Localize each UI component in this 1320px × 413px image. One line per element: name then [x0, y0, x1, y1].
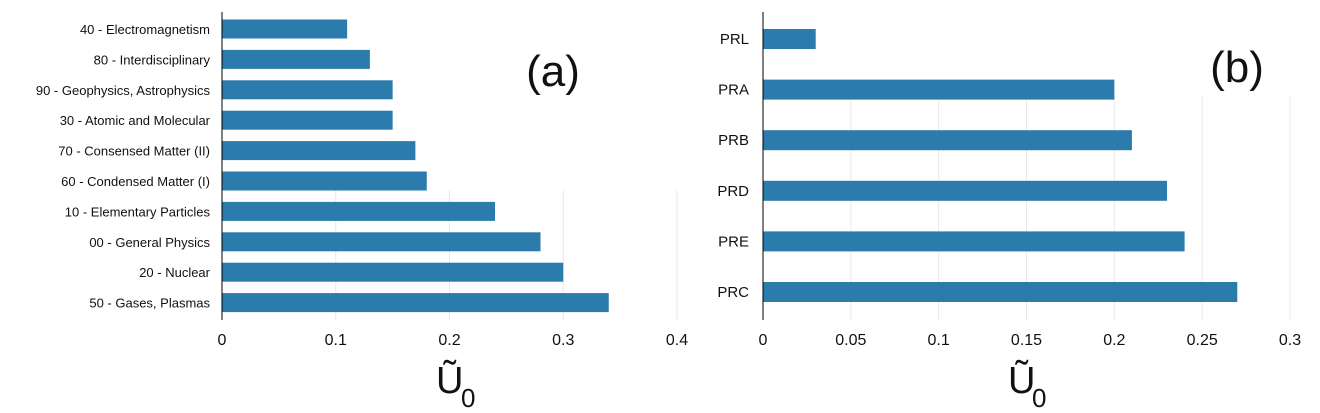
chart-panel-b: PRL PRA PRB PRD PRE PRC 0 0.05 0.1 0.15 0.2 0.25 0.3…	[717, 12, 1301, 413]
bar-a-3	[222, 110, 393, 130]
category-label-b-2: PRB	[718, 132, 749, 149]
category-label-b-4: PRE	[718, 233, 749, 250]
category-label-a-3: 30 - Atomic and Molecular	[60, 113, 211, 128]
x-tick-label-b-4: 0.2	[1103, 332, 1125, 349]
x-tick-label-a-2: 0.2	[438, 332, 460, 349]
x-axis-label-subscript-b: 0	[1032, 383, 1046, 413]
panel-label-b: (b)	[1210, 43, 1264, 92]
x-tick-label-b-6: 0.3	[1279, 332, 1301, 349]
bar-a-1	[222, 49, 370, 69]
x-axis-label-subscript-a: 0	[461, 383, 475, 413]
x-tick-label-b-0: 0	[759, 332, 768, 349]
bar-b-0	[763, 29, 816, 49]
category-label-a-4: 70 - Consensed Matter (II)	[58, 144, 210, 159]
bar-a-9	[222, 293, 609, 313]
x-tick-label-b-1: 0.05	[835, 332, 866, 349]
bar-a-2	[222, 80, 393, 100]
category-label-a-5: 60 - Condensed Matter (I)	[61, 174, 210, 189]
bar-a-8	[222, 262, 564, 282]
x-tick-label-a-1: 0.1	[325, 332, 347, 349]
category-label-b-3: PRD	[717, 183, 749, 200]
bar-b-1	[763, 79, 1115, 100]
bar-b-4	[763, 231, 1185, 252]
category-label-b-1: PRA	[718, 82, 749, 99]
x-tick-label-b-5: 0.25	[1187, 332, 1218, 349]
bar-a-4	[222, 141, 416, 161]
x-axis-label-b: Ũ	[1008, 358, 1035, 402]
category-label-a-1: 80 - Interdisciplinary	[94, 52, 211, 67]
bar-a-5	[222, 171, 427, 191]
category-label-a-0: 40 - Electromagnetism	[80, 22, 210, 37]
chart-panel-a: 40 - Electromagnetism 80 - Interdisciplin…	[36, 12, 688, 413]
category-label-a-9: 50 - Gases, Plasmas	[89, 296, 210, 311]
category-label-a-6: 10 - Elementary Particles	[65, 204, 211, 219]
bar-b-5	[763, 282, 1238, 302]
bar-b-2	[763, 130, 1132, 151]
category-label-a-7: 00 - General Physics	[89, 235, 210, 250]
bar-a-6	[222, 201, 495, 221]
x-tick-label-a-3: 0.3	[552, 332, 574, 349]
category-label-b-5: PRC	[717, 284, 749, 301]
category-label-b-0: PRL	[720, 31, 749, 48]
bar-b-3	[763, 180, 1168, 201]
bar-a-7	[222, 232, 541, 252]
category-label-a-2: 90 - Geophysics, Astrophysics	[36, 83, 211, 98]
panel-label-a: (a)	[526, 47, 580, 96]
bar-a-0	[222, 19, 348, 39]
x-tick-label-a-0: 0	[218, 332, 227, 349]
x-axis-label-a: Ũ	[436, 358, 463, 402]
x-tick-label-b-3: 0.15	[1011, 332, 1042, 349]
x-tick-label-a-4: 0.4	[666, 332, 688, 349]
category-label-a-8: 20 - Nuclear	[139, 265, 210, 280]
x-tick-label-b-2: 0.1	[928, 332, 950, 349]
